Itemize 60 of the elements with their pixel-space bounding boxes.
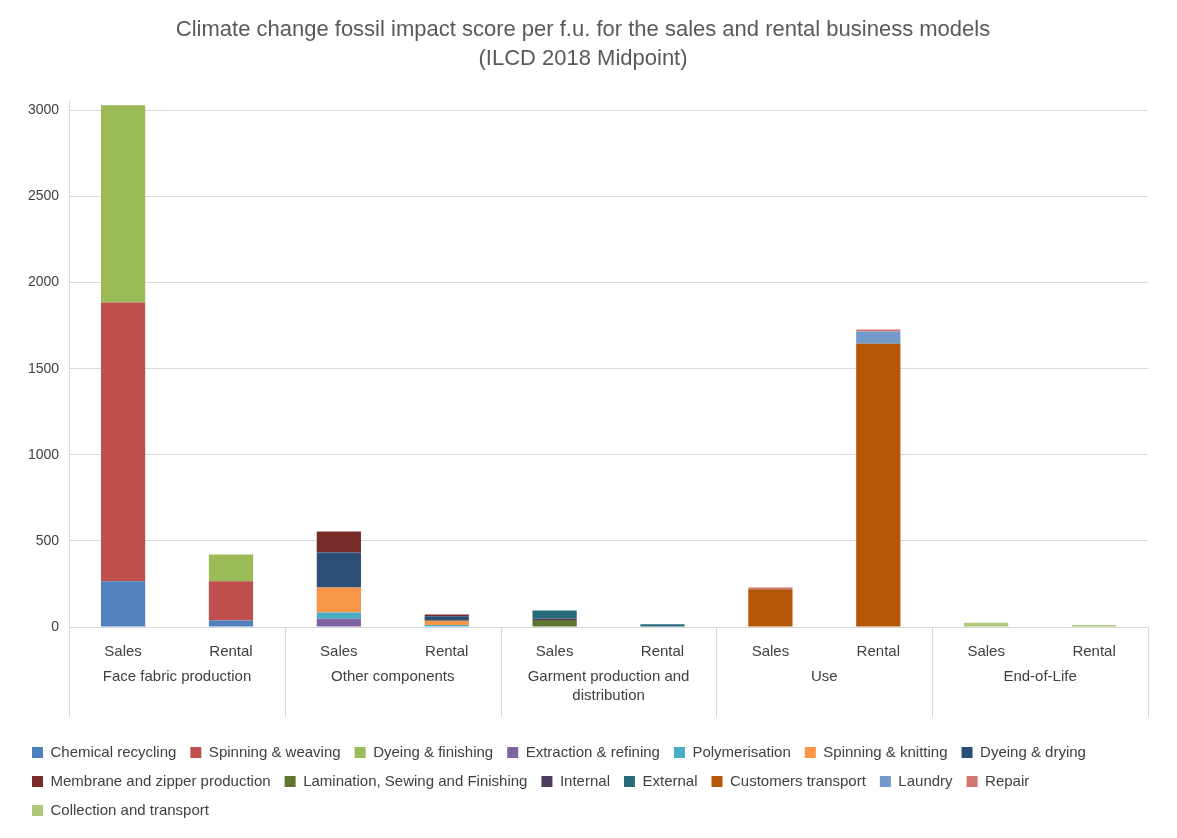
text: Garment production and distribution	[527, 666, 690, 703]
x-tick-label: Sales	[320, 642, 358, 660]
legend-label: Extraction & refining	[525, 742, 660, 760]
chart-subtitle: (ILCD 2018 Midpoint)	[478, 44, 688, 70]
x-tick-label: Rental	[1072, 642, 1116, 660]
bar	[208, 620, 254, 627]
y-tick-label: 3000	[27, 101, 60, 118]
chart-title: Climate change fossil impact score per f.u. for the sales and rental business models	[175, 16, 991, 42]
bar	[100, 581, 146, 627]
x-tick-label: Rental	[856, 642, 900, 660]
bar	[316, 552, 361, 588]
legend-label: Membrane and zipper production	[50, 771, 271, 789]
bar	[208, 581, 254, 621]
text: End-of-Life	[1003, 666, 1077, 684]
y-tick-label: 2000	[27, 273, 60, 290]
text: Face fabric production	[102, 666, 252, 684]
legend-label: Chemical recycling	[50, 742, 177, 760]
bar	[532, 620, 577, 627]
y-tick-label: 1000	[27, 445, 60, 462]
bar	[208, 554, 254, 582]
legend-label: Internal	[559, 771, 610, 789]
legend-label: External	[642, 771, 698, 789]
bar	[640, 624, 685, 627]
x-tick-label: Sales	[751, 642, 790, 660]
bar	[100, 105, 146, 303]
x-tick-label: Sales	[535, 642, 574, 660]
legend-label: Spinning & knitting	[823, 742, 948, 760]
x-tick-label: Sales	[104, 642, 142, 660]
x-tick-label: Sales	[967, 642, 1005, 660]
text: Use	[811, 666, 838, 684]
y-tick-label: 0	[51, 617, 60, 634]
legend-label: Dyeing & finishing	[373, 742, 494, 760]
bar	[316, 531, 361, 553]
bar	[316, 612, 361, 619]
legend-label: Customers transport	[729, 771, 867, 789]
legend-label: Dyeing & drying	[980, 742, 1086, 760]
x-tick-label: Rental	[425, 642, 469, 660]
legend-label: Lamination, Sewing and Finishing	[303, 771, 528, 789]
y-tick-label: 500	[35, 531, 60, 548]
legend-label: Polymerisation	[692, 742, 791, 760]
legend-label: Spinning & weaving	[208, 742, 341, 760]
bar	[856, 331, 901, 344]
bar	[856, 329, 901, 332]
bar	[532, 610, 577, 619]
bar	[964, 622, 1009, 627]
text: Other components	[331, 666, 455, 684]
legend-label: Collection and transport	[50, 800, 210, 818]
bar	[100, 302, 146, 582]
bar	[748, 589, 793, 627]
bar	[316, 587, 361, 613]
bar	[424, 616, 469, 621]
x-tick-label: Rental	[209, 642, 253, 660]
bar	[856, 343, 901, 627]
bar	[424, 620, 469, 625]
x-tick-label: Rental	[640, 642, 685, 660]
y-tick-label: 2500	[27, 187, 60, 204]
legend-label: Laundry	[898, 771, 954, 789]
bar	[316, 618, 361, 627]
legend-label: Repair	[985, 771, 1030, 789]
y-tick-label: 1500	[27, 359, 60, 376]
